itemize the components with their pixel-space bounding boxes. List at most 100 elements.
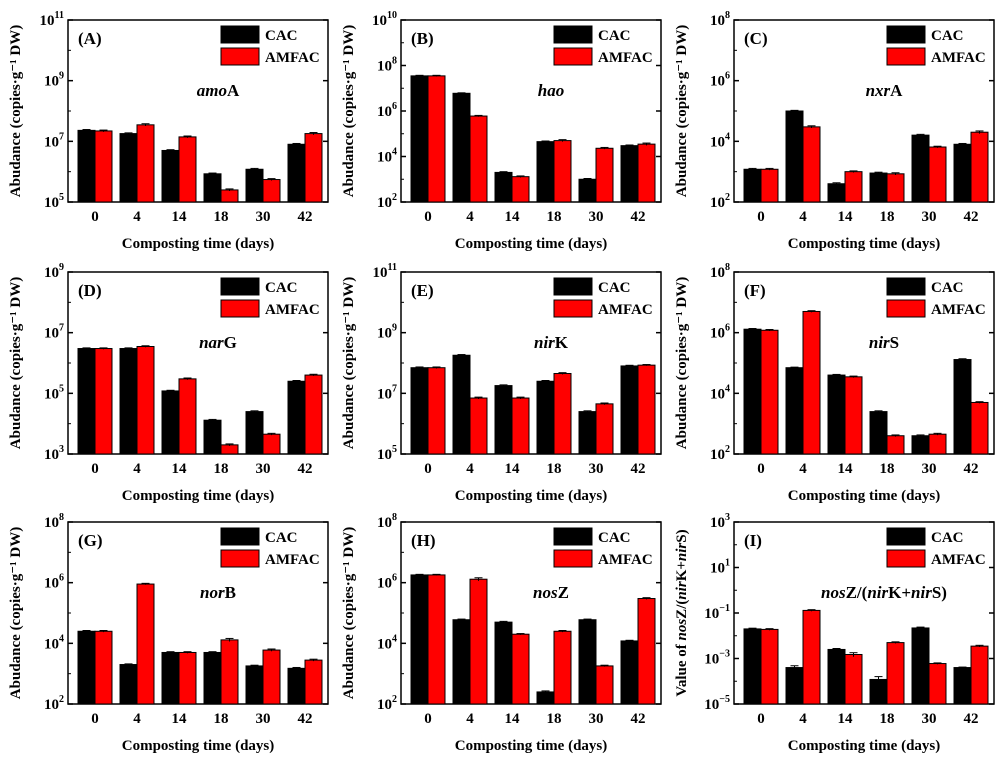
bar-cac-day-30 xyxy=(911,134,930,203)
panel-label: (D) xyxy=(78,281,102,300)
x-tick-label: 0 xyxy=(424,461,432,477)
gene-title: nirK xyxy=(534,333,569,352)
x-axis-label: Composting time (days) xyxy=(455,488,608,504)
x-tick-label: 30 xyxy=(589,209,604,225)
legend-swatch-cac xyxy=(220,25,260,44)
x-axis-label: Composting time (days) xyxy=(788,738,941,754)
bar-amfac-day-42 xyxy=(970,645,989,705)
legend-label-amfac: AMFAC xyxy=(598,50,653,66)
panel-label: (I) xyxy=(744,531,762,550)
y-tick-label: 102 xyxy=(377,192,397,211)
x-tick-label: 14 xyxy=(172,461,188,477)
bar-cac-day-0 xyxy=(410,75,429,203)
bar-cac-day-14 xyxy=(161,149,180,203)
gene-title: nxrA xyxy=(866,81,904,100)
legend-label-cac: CAC xyxy=(931,530,964,546)
x-tick-label: 0 xyxy=(757,461,765,477)
bar-cac-day-42 xyxy=(287,143,306,203)
y-tick-label: 1011 xyxy=(373,262,397,281)
x-tick-label: 4 xyxy=(133,711,141,727)
legend-label-amfac: AMFAC xyxy=(265,50,320,66)
x-tick-label: 14 xyxy=(172,209,188,225)
y-tick-label: 102 xyxy=(377,694,397,713)
y-tick-label: 108 xyxy=(377,512,397,531)
bar-amfac-day-42 xyxy=(304,133,323,203)
x-tick-label: 0 xyxy=(424,711,432,727)
legend-swatch-amfac xyxy=(553,47,593,66)
bar-cac-day-4 xyxy=(119,664,138,705)
bar-amfac-day-30 xyxy=(595,665,614,705)
bar-amfac-day-42 xyxy=(304,659,323,705)
bar-cac-day-42 xyxy=(620,365,639,455)
x-tick-label: 0 xyxy=(424,209,432,225)
panel-label: (F) xyxy=(744,281,766,300)
y-tick-label: 109 xyxy=(44,71,64,90)
x-tick-label: 42 xyxy=(631,461,646,477)
bar-amfac-day-4 xyxy=(469,115,488,203)
y-tick-label: 104 xyxy=(710,383,730,402)
x-tick-label: 0 xyxy=(91,711,99,727)
bar-amfac-day-4 xyxy=(802,310,821,455)
y-tick-label: 105 xyxy=(44,192,64,211)
x-tick-label: 4 xyxy=(799,461,807,477)
x-tick-label: 4 xyxy=(466,461,474,477)
x-axis-label: Composting time (days) xyxy=(455,236,608,252)
panel-e: 105 107 109 1011 0 4 14 18 30 42 (E) nirK CAC AMFAC Co… xyxy=(341,262,662,504)
legend-swatch-amfac xyxy=(886,549,926,568)
bar-amfac-day-0 xyxy=(427,75,446,203)
x-tick-label: 18 xyxy=(547,461,562,477)
x-tick-label: 42 xyxy=(298,711,313,727)
bar-amfac-day-30 xyxy=(928,433,947,455)
bar-amfac-day-18 xyxy=(553,140,572,203)
y-axis-label: Abudance (copies·g⁻¹ DW) xyxy=(8,527,24,699)
legend-swatch-cac xyxy=(886,25,926,44)
gene-title: nosZ xyxy=(533,583,569,602)
bar-amfac-day-0 xyxy=(94,348,113,455)
y-tick-label: 108 xyxy=(710,10,730,29)
panel-label: (A) xyxy=(78,29,102,48)
bar-cac-day-30 xyxy=(578,178,597,203)
y-axis-label: Abudance (copies·g⁻¹ DW) xyxy=(674,277,690,449)
y-tick-label: 106 xyxy=(44,573,64,592)
legend-swatch-amfac xyxy=(220,549,260,568)
bar-cac-day-42 xyxy=(620,640,639,705)
bar-cac-day-4 xyxy=(785,110,804,203)
bar-cac-day-14 xyxy=(494,621,513,705)
panel-a: 105 107 109 1011 0 4 14 18 30 42 (A) amoA CAC AMFAC Co… xyxy=(8,10,329,252)
panel-i: 10−5 10−3 10−1 101 103 0 4 14 18 30 42 (I) nosZ/(nir… xyxy=(674,512,995,754)
x-tick-label: 42 xyxy=(964,711,979,727)
bar-amfac-day-42 xyxy=(304,374,323,455)
y-axis-label: Value of nosZ/(nirK+nirS) xyxy=(674,529,690,696)
x-tick-label: 18 xyxy=(880,461,895,477)
y-tick-label: 1011 xyxy=(40,10,64,29)
gene-title: norB xyxy=(200,583,236,602)
x-tick-label: 0 xyxy=(757,209,765,225)
gene-title: amoA xyxy=(197,81,240,100)
bar-cac-day-0 xyxy=(743,168,762,203)
x-tick-label: 42 xyxy=(298,209,313,225)
x-tick-label: 30 xyxy=(256,711,271,727)
legend-label-amfac: AMFAC xyxy=(265,302,320,318)
x-tick-label: 18 xyxy=(547,209,562,225)
x-axis-label: Composting time (days) xyxy=(122,236,275,252)
bar-cac-day-18 xyxy=(536,141,555,203)
x-tick-label: 0 xyxy=(91,461,99,477)
bar-cac-day-18 xyxy=(536,380,555,455)
legend-label-amfac: AMFAC xyxy=(598,302,653,318)
x-tick-label: 42 xyxy=(964,461,979,477)
bar-cac-day-4 xyxy=(452,92,471,203)
bar-amfac-day-0 xyxy=(760,628,779,705)
bar-amfac-day-30 xyxy=(595,403,614,455)
x-tick-label: 42 xyxy=(964,209,979,225)
legend-swatch-amfac xyxy=(553,549,593,568)
panel-b: 102 104 106 108 1010 0 4 14 18 30 42 (B) hao CAC AMFAC… xyxy=(341,10,662,252)
y-tick-label: 108 xyxy=(710,262,730,281)
legend-label-cac: CAC xyxy=(265,530,298,546)
panel-label: (E) xyxy=(411,281,434,300)
y-tick-label: 104 xyxy=(377,633,397,652)
bar-cac-day-30 xyxy=(578,619,597,705)
bar-cac-day-4 xyxy=(119,348,138,455)
legend-swatch-cac xyxy=(553,25,593,44)
bar-cac-day-42 xyxy=(953,359,972,455)
y-tick-label: 104 xyxy=(710,131,730,150)
